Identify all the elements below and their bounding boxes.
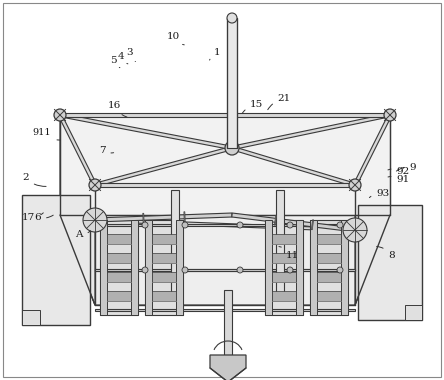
Circle shape [237,222,243,228]
Circle shape [142,267,148,273]
Polygon shape [152,291,176,301]
Text: 10: 10 [166,32,184,45]
Circle shape [384,109,396,121]
Polygon shape [95,183,355,187]
Text: 17: 17 [22,213,44,222]
Polygon shape [317,253,341,263]
Circle shape [89,179,101,191]
Polygon shape [272,272,296,282]
Polygon shape [224,290,232,355]
Polygon shape [317,234,341,244]
Polygon shape [358,205,422,320]
Polygon shape [171,190,179,295]
Polygon shape [265,220,303,315]
Polygon shape [272,253,296,263]
Polygon shape [317,291,341,301]
Polygon shape [107,234,131,244]
Polygon shape [107,272,131,282]
Polygon shape [95,218,355,231]
Text: 16: 16 [108,101,127,117]
Polygon shape [22,310,40,325]
Polygon shape [100,220,138,315]
Polygon shape [60,113,390,117]
Polygon shape [232,113,390,150]
Polygon shape [353,114,392,186]
Circle shape [337,267,343,273]
Polygon shape [22,195,90,325]
Polygon shape [152,234,176,244]
Text: A: A [75,230,91,239]
Circle shape [54,109,66,121]
Polygon shape [184,212,185,222]
Circle shape [182,267,188,273]
Text: 92: 92 [388,166,410,176]
Polygon shape [107,291,131,301]
Polygon shape [95,224,355,226]
Polygon shape [145,220,152,315]
Circle shape [83,208,107,232]
Polygon shape [355,115,390,305]
Text: 7: 7 [99,146,114,155]
Polygon shape [59,113,232,150]
Text: 6: 6 [35,213,53,222]
Circle shape [225,141,239,155]
Polygon shape [59,114,96,186]
Text: 5: 5 [110,56,120,68]
Polygon shape [210,355,246,380]
Circle shape [287,267,293,273]
Circle shape [182,222,188,228]
Polygon shape [131,220,138,315]
Text: 21: 21 [268,94,291,110]
Polygon shape [317,272,341,282]
Text: 911: 911 [33,128,60,140]
Polygon shape [310,220,348,315]
Circle shape [343,218,367,242]
Polygon shape [95,309,355,311]
Circle shape [349,179,361,191]
Text: 11: 11 [279,247,299,260]
Polygon shape [341,220,348,315]
Polygon shape [95,146,233,187]
Polygon shape [272,291,296,301]
Polygon shape [143,213,144,223]
Polygon shape [100,220,107,315]
Text: 9: 9 [396,163,416,172]
Text: 93: 93 [369,189,389,198]
Polygon shape [176,220,183,315]
Polygon shape [107,253,131,263]
Text: 91: 91 [388,175,410,184]
Circle shape [237,267,243,273]
Polygon shape [60,215,390,305]
Circle shape [337,222,343,228]
Polygon shape [272,234,296,244]
Circle shape [287,222,293,228]
Polygon shape [152,272,176,282]
Polygon shape [311,220,313,230]
Text: 1: 1 [210,48,221,60]
Polygon shape [405,305,422,320]
Text: 4: 4 [118,52,128,64]
Text: 8: 8 [377,246,395,260]
Polygon shape [145,220,183,315]
Text: 2: 2 [23,173,46,187]
Circle shape [142,222,148,228]
Polygon shape [152,253,176,263]
Text: 3: 3 [127,48,135,62]
Polygon shape [276,190,284,295]
Text: 15: 15 [242,100,263,114]
Polygon shape [95,213,232,222]
Polygon shape [296,220,303,315]
Circle shape [227,13,237,23]
Polygon shape [265,220,272,315]
Polygon shape [232,213,355,232]
Polygon shape [274,215,277,225]
Polygon shape [60,115,390,215]
Polygon shape [60,115,95,305]
Polygon shape [310,220,317,315]
Polygon shape [95,269,355,271]
Polygon shape [227,18,237,148]
Polygon shape [231,146,356,187]
Polygon shape [95,269,355,271]
